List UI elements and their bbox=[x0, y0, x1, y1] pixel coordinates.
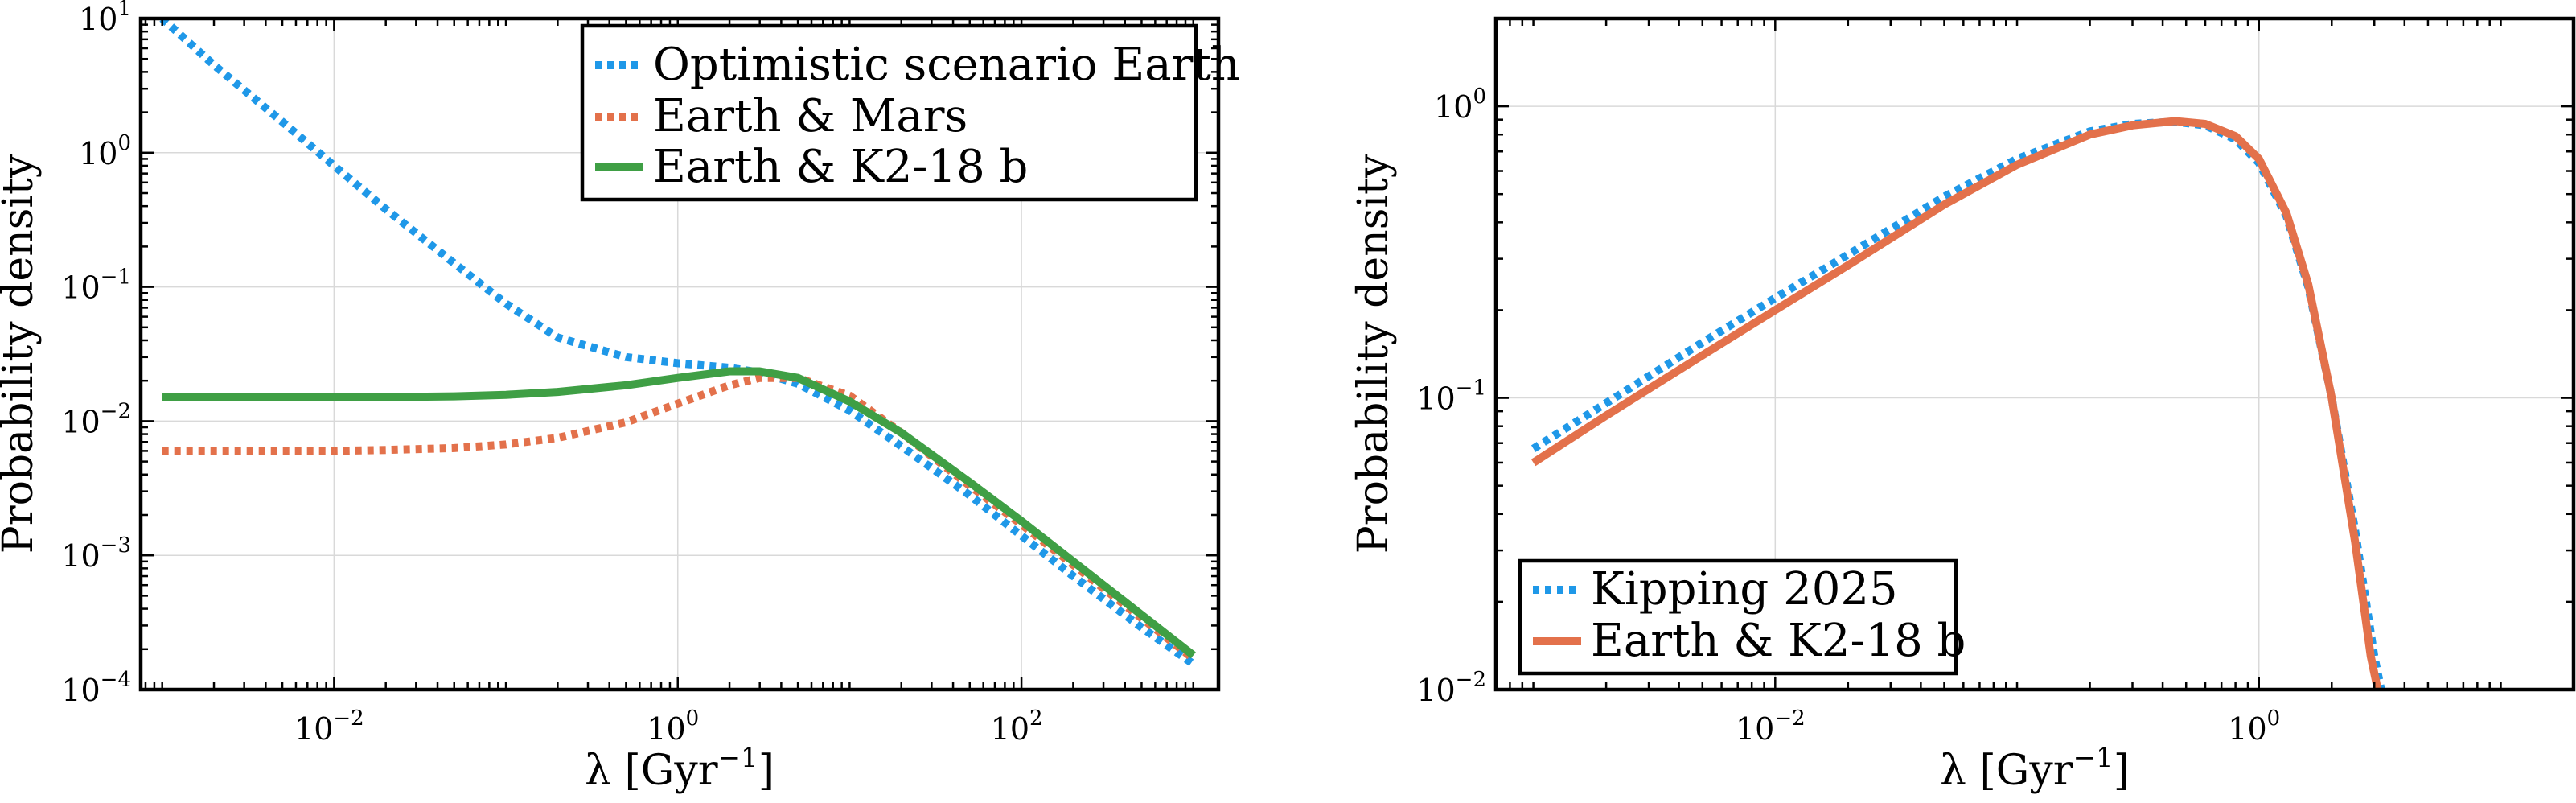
left-legend-label-earth-k2: Earth & K2-18 b bbox=[653, 141, 1028, 193]
right-legend-label-earth-k2: Earth & K2-18 b bbox=[1591, 615, 1966, 667]
left-chart-legend: Optimistic scenario Earth Earth & Mars E… bbox=[580, 23, 1240, 202]
right-y-tick-label: 10−1 bbox=[1416, 377, 1486, 417]
left-x-tick-label: 100 bbox=[647, 706, 699, 747]
right-chart-y-axis-label: Probability density bbox=[1350, 154, 1398, 554]
left-chart-ticks: 10−2 100 102 10−4 10−3 10−2 10−1 100 101 bbox=[61, 0, 1218, 747]
left-chart-panel: 10−2 100 102 10−4 10−3 10−2 10−1 100 101 λ [Gyr−… bbox=[0, 0, 1240, 795]
left-series-line-2 bbox=[162, 367, 1196, 659]
left-y-tick-label: 10−3 bbox=[61, 533, 131, 574]
right-legend-box bbox=[1518, 558, 1958, 676]
left-x-tick-label: 10−2 bbox=[294, 706, 364, 747]
right-chart-plot-frame bbox=[1493, 16, 2576, 692]
right-x-tick-label: 100 bbox=[2228, 706, 2280, 747]
right-chart-legend: Kipping 2025 Earth & K2-18 b bbox=[1518, 558, 1966, 676]
right-legend-label-kipping: Kipping 2025 bbox=[1591, 563, 1898, 616]
right-chart-series bbox=[1530, 117, 2385, 690]
right-series-line-1 bbox=[1530, 117, 2382, 690]
left-x-tick-label: 102 bbox=[991, 706, 1043, 747]
left-y-tick-label: 100 bbox=[79, 131, 131, 171]
right-x-tick-label: 10−2 bbox=[1736, 706, 1806, 747]
left-chart-y-axis-label: Probability density bbox=[0, 154, 43, 554]
right-y-tick-label: 100 bbox=[1434, 84, 1486, 125]
left-chart-series bbox=[159, 19, 1196, 668]
left-y-tick-label: 10−4 bbox=[61, 668, 131, 708]
left-y-tick-label: 10−2 bbox=[61, 399, 131, 439]
right-y-tick-label: 10−2 bbox=[1416, 668, 1486, 708]
left-y-tick-label: 101 bbox=[79, 0, 131, 37]
left-legend-label-earth-mars: Earth & Mars bbox=[653, 90, 968, 142]
left-chart-plot-frame bbox=[138, 16, 1221, 692]
left-series-line-0 bbox=[159, 19, 1196, 668]
left-legend-box bbox=[580, 23, 1198, 202]
right-chart-x-axis-label: λ [Gyr−1] bbox=[1940, 742, 2130, 795]
right-chart-ticks: 10−2 100 10−2 10−1 100 bbox=[1416, 17, 2575, 747]
left-legend-label-optimistic: Optimistic scenario Earth bbox=[653, 39, 1240, 91]
left-series-line-1 bbox=[162, 373, 1196, 662]
left-chart-x-axis-label: λ [Gyr−1] bbox=[585, 742, 774, 795]
left-y-tick-label: 10−1 bbox=[61, 266, 131, 306]
right-chart-panel: 10−2 100 10−2 10−1 100 λ [Gyr−1] Probability… bbox=[1350, 16, 2576, 795]
